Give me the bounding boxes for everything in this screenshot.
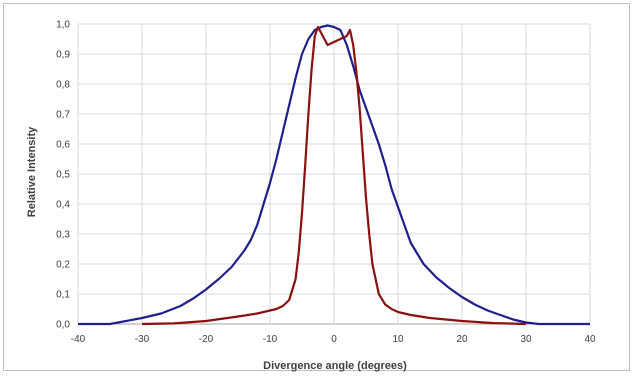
y-tick-label: 0,0 — [56, 320, 70, 331]
gridlines — [77, 23, 591, 325]
y-tick-label: 0,3 — [56, 230, 70, 241]
y-tick-label: 0,7 — [56, 110, 70, 121]
y-tick-label: 0,1 — [56, 290, 70, 301]
y-tick-labels: 0,0 0,1 0,2 0,3 0,4 0,5 0,6 0,7 0,8 0,9 1,0 — [56, 20, 70, 331]
series-lines — [78, 24, 590, 326]
x-tick-label: 0 — [331, 334, 337, 345]
y-tick-label: 0,9 — [56, 50, 70, 61]
x-tick-label: 10 — [392, 334, 404, 345]
x-tick-label: -10 — [263, 334, 278, 345]
x-tick-label: -30 — [135, 334, 150, 345]
x-tick-label: -40 — [71, 334, 86, 345]
x-tick-label: 30 — [520, 334, 532, 345]
series-line-2 — [141, 25, 527, 326]
y-axis-title: Relative Intensity — [26, 126, 38, 217]
y-tick-label: 0,2 — [56, 260, 70, 271]
x-tick-label: 20 — [456, 334, 468, 345]
y-tick-label: 0,8 — [56, 80, 70, 91]
x-tick-label: -20 — [199, 334, 214, 345]
y-tick-label: 1,0 — [56, 20, 70, 31]
series-line-1 — [78, 24, 590, 326]
x-tick-labels: -40 -30 -20 -10 0 10 20 30 40 — [71, 334, 596, 345]
y-tick-label: 0,4 — [56, 200, 70, 211]
y-tick-label: 0,5 — [56, 170, 70, 181]
x-axis-title: Divergence angle (degrees) — [263, 360, 407, 372]
y-tick-label: 0,6 — [56, 140, 70, 151]
x-tick-label: 40 — [584, 334, 596, 345]
